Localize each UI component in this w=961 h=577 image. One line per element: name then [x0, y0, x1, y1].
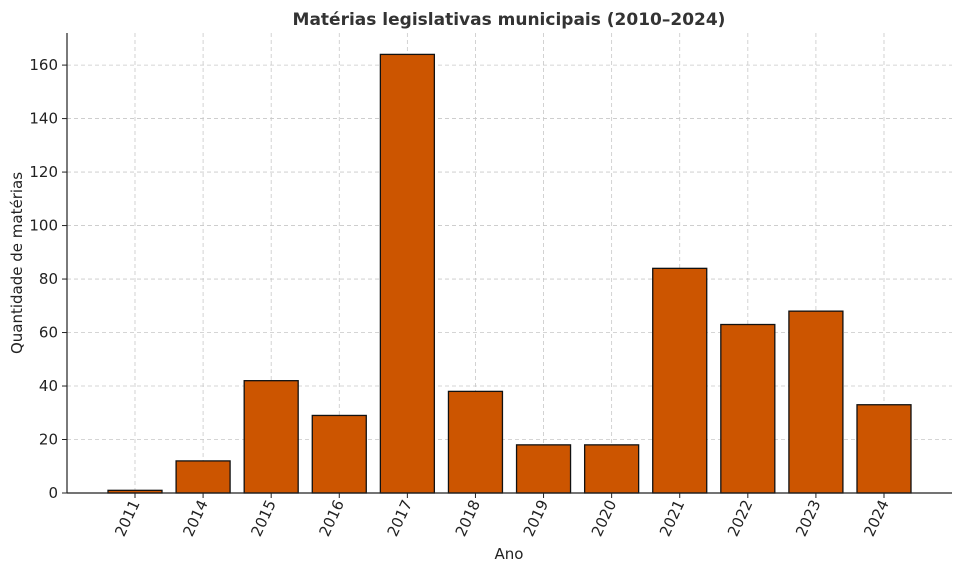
y-tick-label: 160: [29, 56, 58, 74]
y-tick-label: 100: [29, 217, 58, 235]
x-tick-label: 2011: [111, 497, 143, 539]
chart-title: Matérias legislativas municipais (2010–2…: [293, 10, 726, 30]
x-axis-label: Ano: [495, 545, 524, 563]
y-axis-label: Quantidade de matérias: [8, 172, 26, 354]
y-tick-label: 40: [39, 377, 58, 395]
x-tick-label: 2023: [792, 497, 824, 539]
bars: [107, 53, 912, 494]
x-tick-label: 2019: [520, 497, 552, 539]
x-tick-label: 2024: [860, 497, 892, 539]
y-tick-label: 120: [29, 163, 58, 181]
axes: [66, 33, 952, 494]
x-ticks: 2011 2014 2015 2016 2017 2018 2019 2020 2021 2022…: [111, 493, 893, 539]
y-tick-label: 20: [39, 431, 58, 449]
x-tick-label: 2017: [384, 497, 416, 539]
bar-2017: [379, 53, 436, 494]
y-tick-label: 80: [39, 270, 58, 288]
y-tick-label: 140: [29, 110, 58, 128]
x-tick-label: 2015: [247, 497, 279, 539]
y-tick-label: 60: [39, 324, 58, 342]
bar-2021: [652, 267, 708, 494]
bar-2023: [788, 310, 844, 494]
y-tick-label: 0: [48, 484, 58, 502]
bar-2018: [447, 390, 504, 494]
x-tick-label: 2021: [656, 497, 688, 539]
grid-lines: [67, 33, 952, 493]
bar-2019: [515, 444, 572, 494]
x-tick-label: 2018: [452, 497, 484, 539]
x-tick-label: 2014: [179, 497, 211, 539]
x-tick-label: 2022: [724, 497, 756, 539]
bar-2015: [243, 380, 299, 494]
y-ticks: 0 20 40 60 80 100 120 140 160: [29, 56, 67, 502]
bar-2020: [583, 444, 640, 494]
bar-2014: [175, 460, 231, 494]
x-tick-label: 2020: [588, 497, 620, 539]
bar-2024: [856, 404, 912, 494]
bar-2016: [311, 414, 367, 494]
x-tick-label: 2016: [315, 497, 347, 539]
bar-2022: [720, 323, 776, 494]
